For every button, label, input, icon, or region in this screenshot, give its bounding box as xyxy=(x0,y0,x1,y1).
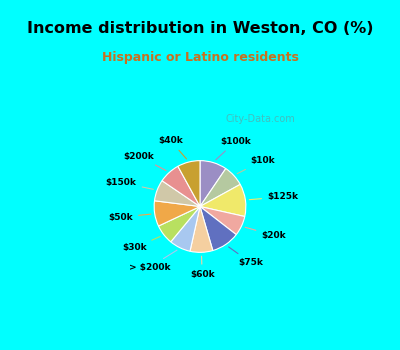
Text: > $200k: > $200k xyxy=(129,250,177,272)
Wedge shape xyxy=(200,161,226,206)
Text: Income distribution in Weston, CO (%): Income distribution in Weston, CO (%) xyxy=(27,21,373,36)
Text: $75k: $75k xyxy=(229,247,263,267)
Text: $50k: $50k xyxy=(108,212,151,222)
Text: $30k: $30k xyxy=(122,236,160,252)
Text: $150k: $150k xyxy=(106,178,153,189)
Text: $40k: $40k xyxy=(158,136,186,159)
Text: City-Data.com: City-Data.com xyxy=(225,114,295,124)
Text: $20k: $20k xyxy=(245,227,286,240)
Text: $200k: $200k xyxy=(124,152,166,170)
Text: Hispanic or Latino residents: Hispanic or Latino residents xyxy=(102,51,298,64)
Text: $100k: $100k xyxy=(216,137,251,160)
Wedge shape xyxy=(178,161,200,206)
Wedge shape xyxy=(154,181,200,206)
Wedge shape xyxy=(200,206,236,251)
Text: $60k: $60k xyxy=(190,256,214,279)
Text: $125k: $125k xyxy=(249,193,298,202)
Wedge shape xyxy=(171,206,200,251)
Wedge shape xyxy=(162,166,200,206)
Wedge shape xyxy=(200,184,246,217)
Wedge shape xyxy=(158,206,200,242)
Wedge shape xyxy=(190,206,213,252)
Wedge shape xyxy=(200,206,245,235)
Text: $10k: $10k xyxy=(237,156,275,174)
Wedge shape xyxy=(200,169,240,206)
Wedge shape xyxy=(154,201,200,226)
